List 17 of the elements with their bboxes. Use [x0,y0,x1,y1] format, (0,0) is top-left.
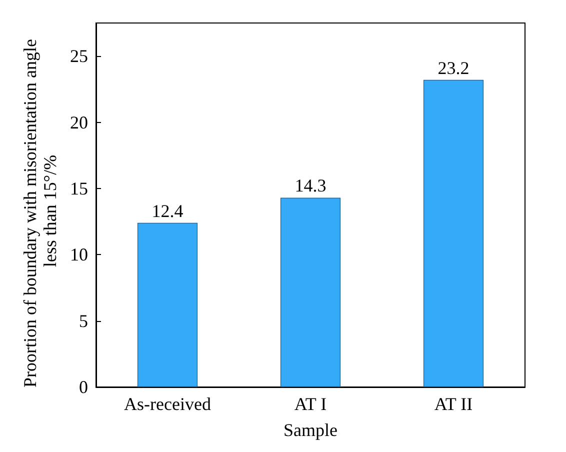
x-tick-label: AT II [434,394,473,414]
y-tick-label: 20 [70,112,88,132]
x-tick-label: As-received [124,394,211,414]
data-label: 14.3 [294,176,326,196]
y-tick-label: 10 [70,244,88,265]
y-tick-label: 0 [79,377,88,397]
bar [280,198,341,387]
y-tick-label: 25 [70,46,88,66]
bar [423,80,484,387]
x-tick-label: AT I [294,394,327,414]
data-label: 23.2 [438,58,470,78]
y-axis-title: Proortion of boundary with misorientation angle less than 15°/% [20,34,60,388]
y-tick-label: 5 [79,310,88,331]
data-label: 12.4 [152,200,184,221]
bar [137,222,198,387]
y-tick-label: 15 [70,178,88,198]
x-axis-title: Sample [284,420,338,440]
